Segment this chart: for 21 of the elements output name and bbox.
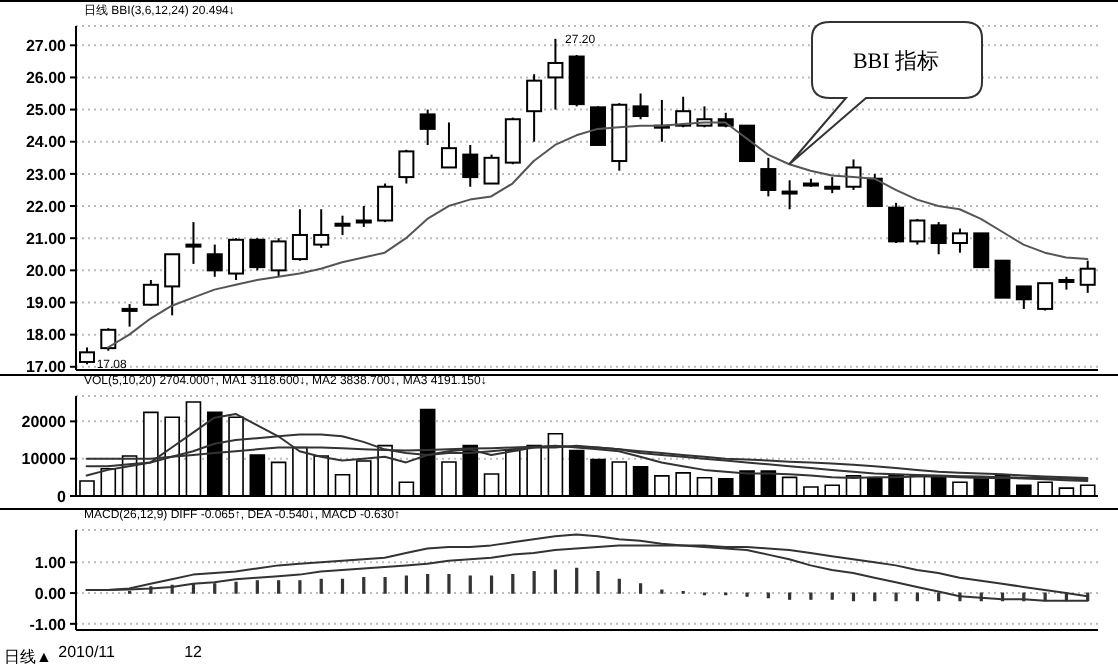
y-tick-label: 22.00 [25, 197, 68, 216]
annotation: BBI 指标 [852, 50, 940, 74]
y-tick-label: 21.00 [25, 229, 68, 248]
y-tick-label: 26.00 [25, 69, 68, 88]
x-tick-label: 12 [184, 643, 204, 662]
y-tick-label: 24.00 [25, 133, 68, 152]
y-tick-label: 10000 [21, 450, 68, 469]
y-tick-label: 0.00 [34, 584, 68, 603]
y-tick-label: 25.00 [25, 101, 68, 120]
y-tick-label: 0 [57, 487, 68, 506]
y-tick-label: 1.00 [34, 553, 68, 572]
y-tick-label: 20.00 [25, 262, 68, 281]
y-tick-label: 19.00 [25, 294, 68, 313]
y-tick-label: 20000 [21, 413, 68, 432]
y-tick-label: 23.00 [25, 165, 68, 184]
y-tick-label: 17.00 [25, 358, 68, 377]
y-tick-label: -1.00 [29, 615, 68, 634]
y-tick-label: 18.00 [25, 326, 68, 345]
text: 日线▲ [4, 646, 52, 668]
x-tick-label: 2010/11 [58, 643, 117, 662]
y-tick-label: 27.00 [25, 36, 68, 55]
